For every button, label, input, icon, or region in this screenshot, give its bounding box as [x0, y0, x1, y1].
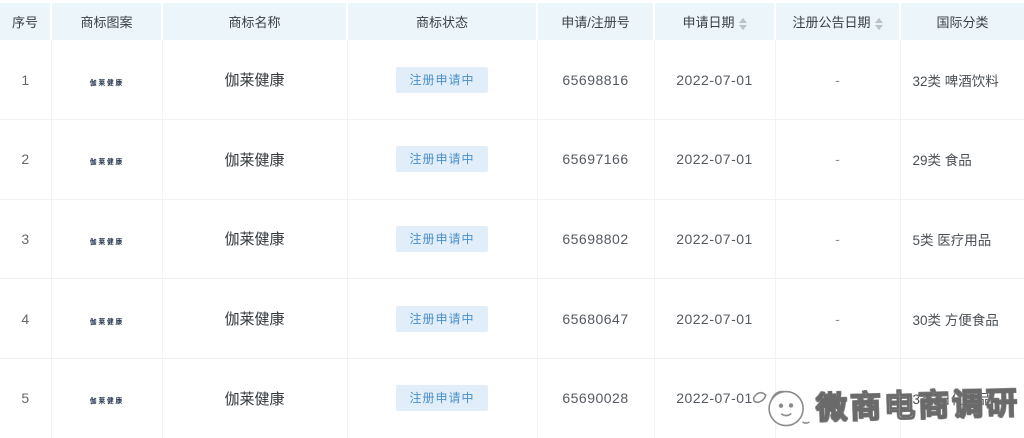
table-row: 5 伽莱健康 伽莱健康 注册申请中 65690028 2022-07-01 - … [0, 358, 1024, 438]
pub-date-cell: - [774, 199, 900, 280]
table-row: 2 伽莱健康 伽莱健康 注册申请中 65697166 2022-07-01 - … [0, 119, 1024, 200]
pub-date-cell: - [774, 278, 900, 359]
app-number-cell: 65680647 [536, 278, 654, 359]
mark-name-cell: 伽莱健康 [161, 119, 347, 200]
app-date-cell: 2022-07-01 [653, 40, 775, 121]
serial-cell: 4 [0, 278, 51, 359]
trademark-logo-image: 伽莱健康 [89, 159, 124, 167]
app-date-cell: 2022-07-01 [653, 278, 775, 359]
mark-image-cell: 伽莱健康 [50, 119, 162, 200]
pub-date-cell: - [774, 119, 900, 200]
intl-class-cell: 5类 医疗用品 [899, 199, 1024, 280]
status-badge: 注册申请中 [396, 225, 488, 252]
intl-class-cell: 30类 方便食品 [899, 278, 1024, 359]
col-header-mark-status: 商标状态 [346, 3, 537, 40]
app-date-cell: 2022-07-01 [653, 119, 775, 200]
mark-image-cell: 伽莱健康 [50, 278, 162, 359]
status-badge: 注册申请中 [396, 305, 488, 332]
app-date-cell: 2022-07-01 [653, 358, 775, 438]
serial-cell: 5 [0, 358, 51, 438]
status-badge: 注册申请中 [396, 385, 488, 412]
pub-date-cell: - [774, 358, 900, 438]
pub-date-cell: - [774, 40, 900, 121]
col-header-pub-date[interactable]: 注册公告日期 [774, 3, 900, 40]
app-number-cell: 65690028 [536, 358, 654, 438]
col-header-mark-name: 商标名称 [161, 3, 347, 40]
serial-cell: 1 [0, 40, 51, 121]
status-cell: 注册申请中 [346, 119, 537, 200]
app-date-cell: 2022-07-01 [653, 199, 775, 280]
trademark-logo-image: 伽莱健康 [89, 318, 124, 326]
mark-image-cell: 伽莱健康 [50, 40, 162, 121]
intl-class-cell: 3类 日化用品 [899, 358, 1024, 438]
status-cell: 注册申请中 [346, 199, 537, 280]
serial-cell: 3 [0, 199, 51, 280]
col-header-app-number: 申请/注册号 [536, 3, 654, 40]
app-number-cell: 65698802 [536, 199, 654, 280]
trademark-logo-image: 伽莱健康 [89, 398, 124, 406]
trademark-table: 序号 商标图案 商标名称 商标状态 申请/注册号 申请日期 注册公告日期 国际分… [0, 3, 1024, 438]
mark-name-cell: 伽莱健康 [161, 199, 347, 280]
table-row: 1 伽莱健康 伽莱健康 注册申请中 65698816 2022-07-01 - … [0, 40, 1024, 121]
mark-name-cell: 伽莱健康 [161, 40, 347, 121]
status-cell: 注册申请中 [346, 40, 537, 121]
status-badge: 注册申请中 [396, 146, 488, 173]
trademark-logo-image: 伽莱健康 [89, 79, 124, 87]
mark-image-cell: 伽莱健康 [50, 358, 162, 438]
col-header-mark-image: 商标图案 [50, 3, 162, 40]
col-header-app-date[interactable]: 申请日期 [653, 3, 775, 40]
intl-class-cell: 29类 食品 [899, 119, 1024, 200]
intl-class-cell: 32类 啤酒饮料 [899, 40, 1024, 121]
trademark-logo-image: 伽莱健康 [89, 239, 124, 246]
app-number-cell: 65697166 [536, 119, 654, 200]
mark-name-cell: 伽莱健康 [161, 358, 347, 438]
status-cell: 注册申请中 [346, 358, 537, 438]
serial-cell: 2 [0, 119, 51, 200]
mark-name-cell: 伽莱健康 [161, 278, 347, 359]
status-badge: 注册申请中 [396, 66, 488, 93]
table-row: 3 伽莱健康 伽莱健康 注册申请中 65698802 2022-07-01 - … [0, 199, 1024, 280]
table-row: 4 伽莱健康 伽莱健康 注册申请中 65680647 2022-07-01 - … [0, 278, 1024, 359]
status-cell: 注册申请中 [346, 278, 537, 359]
col-header-intl-class: 国际分类 [899, 3, 1024, 40]
top-strip [0, 0, 1024, 3]
sort-caret-icon[interactable] [874, 17, 883, 30]
table-header: 序号 商标图案 商标名称 商标状态 申请/注册号 申请日期 注册公告日期 国际分… [0, 3, 1024, 40]
col-header-serial: 序号 [0, 3, 51, 40]
mark-image-cell: 伽莱健康 [50, 199, 162, 280]
sort-caret-icon[interactable] [738, 17, 747, 30]
app-number-cell: 65698816 [536, 40, 654, 121]
